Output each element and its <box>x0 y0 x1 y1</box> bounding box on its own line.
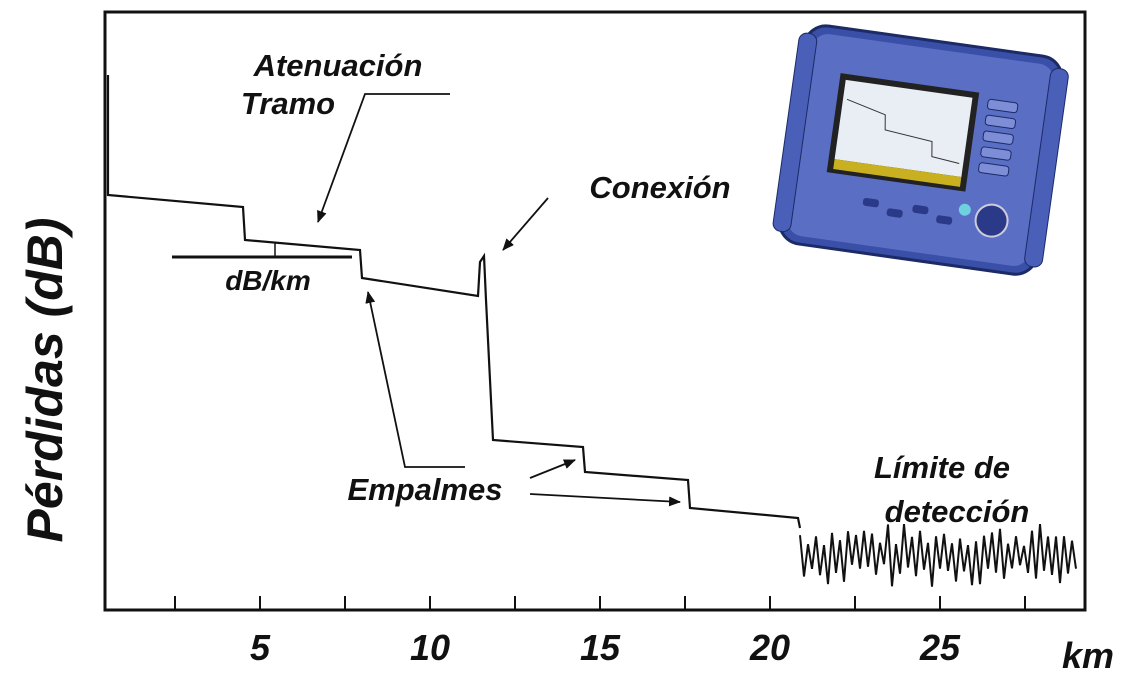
device-illustration <box>772 24 1069 276</box>
arrow <box>502 197 549 251</box>
x-tick-label: 25 <box>919 627 961 668</box>
annotation: Tramo <box>241 86 335 121</box>
arrow <box>529 459 576 479</box>
annotation: Límite de <box>874 450 1010 485</box>
otdr-trace <box>106 75 802 529</box>
x-ticks <box>174 596 1026 610</box>
arrow <box>317 93 450 223</box>
y-axis-label: Pérdidas (dB) <box>17 217 73 542</box>
annotation: Empalmes <box>347 472 502 507</box>
x-tick-label: 20 <box>749 627 790 668</box>
annotation: dB/km <box>225 265 311 296</box>
x-tick-label: 15 <box>580 627 621 668</box>
arrow <box>365 291 465 468</box>
arrow <box>529 493 681 507</box>
annotation: Atenuación <box>253 48 423 83</box>
annotation: detección <box>885 494 1030 529</box>
x-axis-unit: km <box>1062 635 1114 673</box>
x-tick-label: 5 <box>250 627 271 668</box>
noise-trace <box>799 524 1077 587</box>
x-tick-label: 10 <box>410 627 450 668</box>
plot-frame <box>103 10 1087 612</box>
annotation: Conexión <box>589 170 730 205</box>
